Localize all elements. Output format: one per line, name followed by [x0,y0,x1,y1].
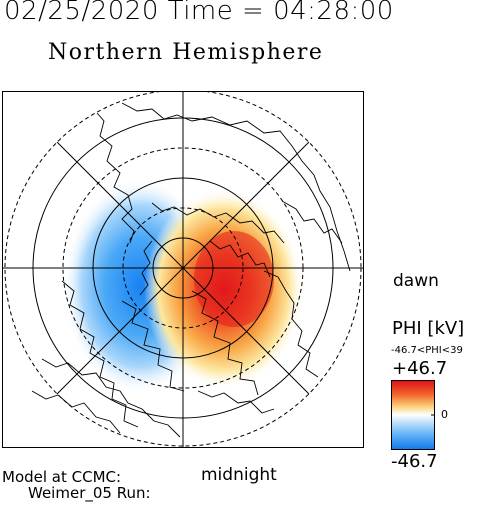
colorbar-min-label: -46.7 [391,451,438,472]
colorbar-range: -46.7<PHI<39 [391,345,463,356]
coastlines [31,102,351,438]
colorbar-zero-label: 0 [441,408,448,421]
colorbar-title: PHI [kV] [392,318,465,339]
page-title: Northern Hemisphere [48,40,324,65]
polar-potential-map [2,91,364,448]
colorbar [391,380,435,450]
colorbar-max-label: +46.7 [392,358,448,379]
midnight-label: midnight [201,465,277,485]
datetime-label: 02/25/2020 Time = 04:28:00 [4,0,394,26]
dawn-label: dawn [393,271,439,291]
run-label: Weimer_05 Run: [28,484,151,502]
model-label: Model at CCMC: [2,468,122,486]
meridian-diagonal-2 [56,141,310,395]
